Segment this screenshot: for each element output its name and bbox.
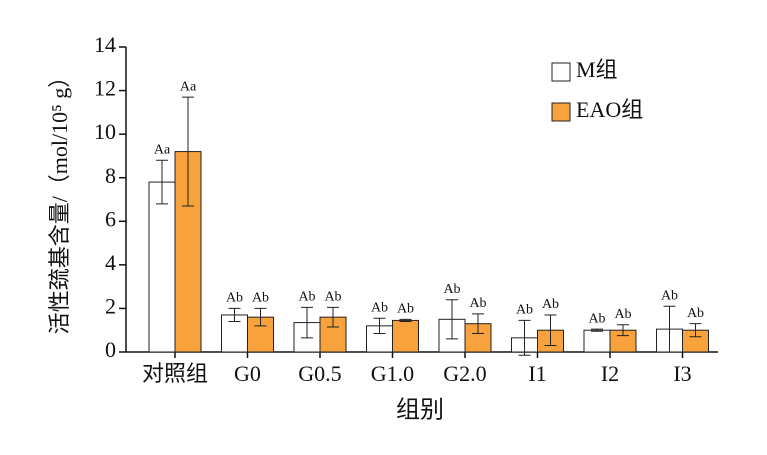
error-bar — [663, 305, 676, 353]
significance-letter: Ab — [614, 307, 631, 322]
legend-label: EAO组 — [576, 97, 643, 122]
significance-letter: Aa — [154, 143, 171, 158]
y-tick-label: 10 — [94, 119, 116, 144]
significance-letter: Ab — [397, 302, 414, 317]
y-tick-label: 12 — [94, 76, 116, 101]
error-bar — [591, 328, 603, 332]
x-tick-label: G0.5 — [298, 361, 341, 386]
significance-letter: Ab — [516, 303, 533, 318]
x-axis-label: 组别 — [396, 397, 444, 424]
error-bar — [617, 324, 629, 337]
significance-letter: Ab — [371, 300, 388, 315]
y-tick-label: 8 — [105, 163, 116, 188]
error-bar — [472, 313, 484, 334]
bar — [392, 319, 419, 353]
error-bar — [182, 96, 194, 207]
significance-letter: Ab — [687, 306, 704, 321]
significance-letter: Ab — [661, 288, 678, 303]
error-bar — [446, 299, 458, 340]
significance-letter: Ab — [298, 290, 315, 305]
error-bar — [156, 159, 168, 205]
y-tick-label: 2 — [105, 293, 116, 318]
y-tick-label: 0 — [105, 337, 116, 362]
bar — [583, 329, 611, 353]
y-axis-label: 活性巯基含量/（mol/10⁵ g） — [47, 66, 72, 335]
legend-swatch — [551, 62, 571, 82]
bar — [148, 181, 176, 353]
x-tick-label: G2.0 — [443, 361, 486, 386]
significance-letter: Aa — [180, 79, 197, 94]
x-tick-label: 对照组 — [142, 361, 208, 386]
error-bar — [327, 306, 339, 328]
significance-letter: Ab — [252, 291, 269, 306]
legend-label: M组 — [576, 57, 618, 82]
x-tick-label: G1.0 — [371, 361, 414, 386]
error-bar — [518, 319, 531, 356]
y-tick-label: 4 — [105, 250, 116, 275]
x-tick-label: G0 — [234, 361, 261, 386]
x-tick-label: I2 — [601, 361, 619, 386]
significance-letter: Ab — [542, 297, 559, 312]
error-bar — [228, 307, 241, 322]
x-tick-label: I3 — [673, 361, 691, 386]
significance-letter: Ab — [443, 282, 460, 297]
significance-letter: Ab — [324, 290, 341, 305]
error-bar — [544, 314, 557, 346]
significance-letter: Ab — [226, 291, 243, 306]
error-bar — [254, 307, 267, 327]
y-tick-label: 14 — [94, 32, 116, 57]
error-bar — [689, 323, 702, 338]
x-tick-label: I1 — [528, 361, 546, 386]
y-tick-label: 6 — [105, 206, 116, 231]
error-bar — [373, 317, 386, 334]
error-bar — [399, 318, 412, 322]
significance-letter: Ab — [469, 296, 486, 311]
error-bar — [301, 306, 313, 339]
significance-letter: Ab — [588, 311, 605, 326]
legend-swatch — [551, 102, 571, 122]
